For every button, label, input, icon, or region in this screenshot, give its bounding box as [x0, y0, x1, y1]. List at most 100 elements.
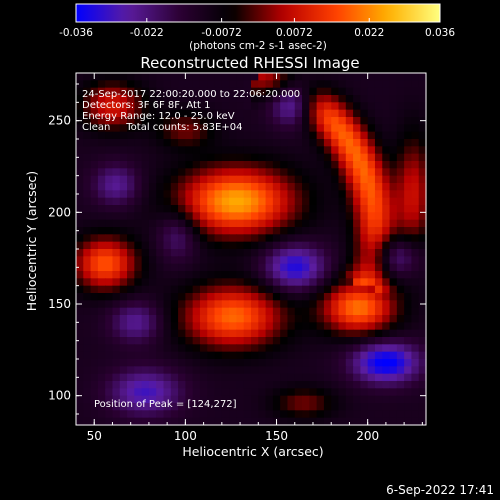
heatmap-cell: [396, 219, 405, 228]
heatmap-cell: [105, 337, 114, 345]
heatmap-cell: [418, 278, 427, 287]
heatmap-cell: [76, 175, 84, 184]
heatmap-cell: [345, 146, 354, 155]
heatmap-cell: [221, 95, 230, 103]
heatmap-cell: [127, 359, 135, 367]
heatmap-cell: [360, 227, 369, 235]
heatmap-cell: [199, 219, 208, 228]
heatmap-cell: [382, 205, 391, 213]
heatmap-cell: [353, 205, 361, 213]
heatmap-cell: [229, 388, 238, 397]
heatmap-cell: [251, 403, 259, 411]
heatmap-cell: [338, 80, 347, 89]
heatmap-cell: [265, 271, 274, 279]
heatmap-cell: [236, 117, 245, 125]
heatmap-cell: [258, 124, 267, 133]
heatmap-cell: [221, 278, 230, 287]
heatmap-cell: [156, 351, 165, 360]
heatmap-cell: [396, 403, 405, 411]
heatmap-cell: [119, 87, 128, 96]
heatmap-cell: [338, 109, 347, 118]
heatmap-cell: [214, 80, 223, 89]
heatmap-cell: [192, 256, 201, 265]
heatmap-cell: [331, 205, 340, 213]
heatmap-cell: [83, 381, 92, 389]
heatmap-cell: [258, 344, 267, 353]
heatmap-cell: [207, 73, 216, 81]
heatmap-cell: [309, 212, 318, 221]
heatmap-cell: [83, 87, 92, 96]
heatmap-cell: [119, 219, 128, 228]
heatmap-cell: [214, 241, 223, 250]
heatmap-cell: [141, 403, 150, 411]
heatmap-cell: [294, 410, 303, 419]
heatmap-cell: [214, 117, 223, 125]
heatmap-cell: [141, 315, 150, 323]
heatmap-cell: [185, 139, 194, 147]
heatmap-cell: [178, 388, 186, 397]
heatmap-cell: [265, 161, 274, 169]
heatmap-cell: [243, 197, 252, 206]
heatmap-cell: [236, 234, 245, 243]
heatmap-cell: [105, 300, 114, 309]
heatmap-cell: [287, 359, 296, 367]
heatmap-cell: [389, 80, 398, 89]
heatmap-cell: [134, 307, 143, 316]
heatmap-cell: [243, 366, 252, 375]
heatmap-cell: [272, 395, 281, 404]
heatmap-cell: [272, 300, 281, 309]
heatmap-cell: [148, 161, 157, 169]
heatmap-cell: [360, 322, 369, 331]
heatmap-cell: [345, 278, 354, 287]
heatmap-cell: [411, 381, 420, 389]
heatmap-cell: [302, 73, 310, 81]
heatmap-cell: [302, 249, 310, 257]
heatmap-cell: [345, 212, 354, 221]
heatmap-cell: [396, 366, 405, 375]
heatmap-cell: [185, 256, 194, 265]
heatmap-cell: [389, 190, 398, 199]
heatmap-cell: [221, 359, 230, 367]
heatmap-cell: [221, 388, 230, 397]
heatmap-cell: [338, 366, 347, 375]
heatmap-cell: [258, 95, 267, 103]
heatmap-cell: [170, 205, 179, 213]
heatmap-cell: [90, 234, 99, 243]
heatmap-cell: [411, 410, 420, 419]
heatmap-cell: [83, 307, 92, 316]
heatmap-cell: [148, 175, 157, 184]
heatmap-cell: [243, 183, 252, 191]
heatmap-cell: [97, 263, 106, 272]
heatmap-cell: [367, 161, 376, 169]
heatmap-cell: [119, 124, 128, 133]
heatmap-cell: [374, 403, 383, 411]
heatmap-cell: [185, 175, 194, 184]
heatmap-cell: [309, 183, 318, 191]
heatmap-cell: [411, 263, 420, 272]
heatmap-cell: [331, 278, 340, 287]
heatmap-cell: [148, 95, 157, 103]
heatmap-cell: [280, 95, 289, 103]
heatmap-cell: [389, 168, 398, 177]
heatmap-cell: [83, 388, 92, 397]
heatmap-cell: [389, 212, 398, 221]
heatmap-cell: [374, 183, 383, 191]
heatmap-cell: [76, 337, 84, 345]
heatmap-cell: [97, 219, 106, 228]
heatmap-cell: [83, 329, 92, 338]
heatmap-cell: [141, 300, 150, 309]
heatmap-cell: [141, 351, 150, 360]
heatmap-cell: [367, 366, 376, 375]
heatmap-cell: [411, 190, 420, 199]
heatmap-cell: [396, 205, 405, 213]
heatmap-cell: [331, 337, 340, 345]
heatmap-cell: [367, 337, 376, 345]
heatmap-cell: [404, 161, 413, 169]
heatmap-cell: [243, 87, 252, 96]
heatmap-cell: [105, 315, 114, 323]
heatmap-cell: [331, 124, 340, 133]
heatmap-cell: [404, 168, 413, 177]
heatmap-cell: [178, 344, 186, 353]
heatmap-cell: [141, 241, 150, 250]
